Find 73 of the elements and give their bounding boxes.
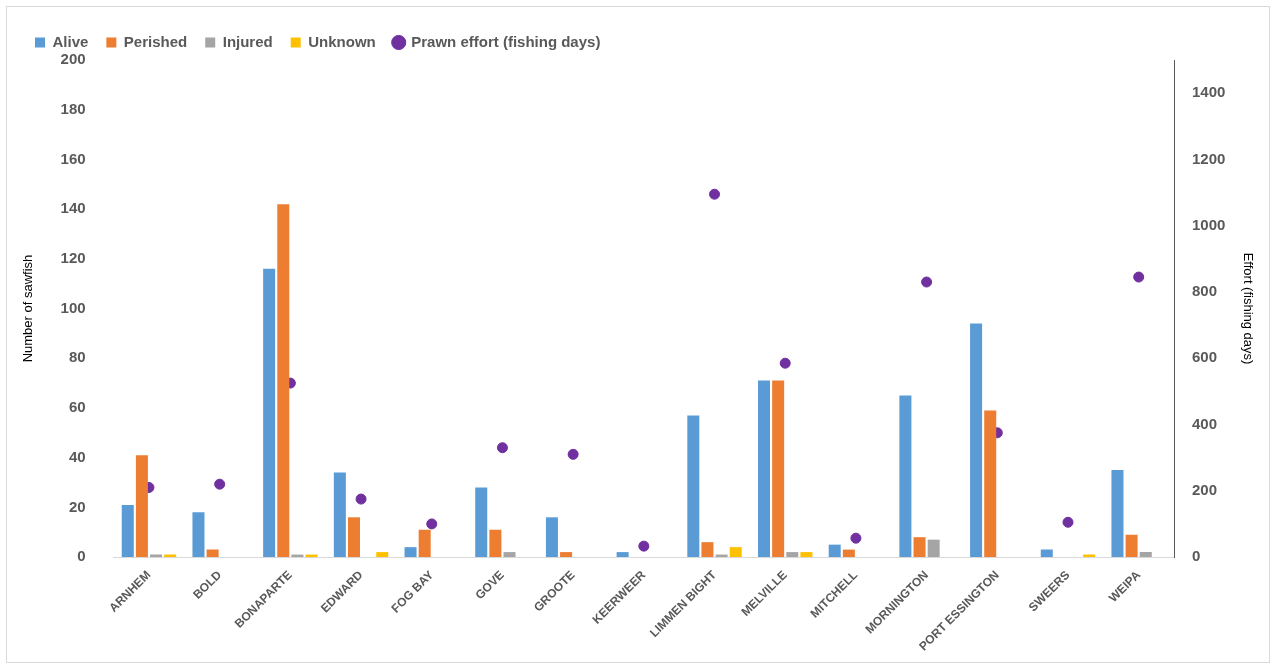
bar bbox=[489, 529, 502, 558]
bar bbox=[899, 395, 912, 558]
bar bbox=[800, 552, 813, 558]
legend-label: Unknown bbox=[308, 32, 376, 50]
bar bbox=[503, 552, 516, 558]
point bbox=[921, 276, 933, 288]
bar bbox=[135, 455, 148, 558]
y2-tick-label: 1000 bbox=[1192, 215, 1226, 233]
bar bbox=[1125, 534, 1138, 558]
legend-label: Injured bbox=[222, 32, 273, 50]
y-tick-label: 200 bbox=[60, 50, 86, 68]
point bbox=[709, 188, 721, 200]
bar bbox=[1040, 549, 1053, 558]
bar bbox=[192, 512, 205, 558]
bar bbox=[842, 549, 855, 558]
bar bbox=[277, 204, 290, 558]
bar bbox=[475, 487, 488, 558]
point bbox=[779, 357, 791, 369]
point bbox=[850, 532, 862, 544]
y2-tick-label: 1400 bbox=[1192, 83, 1226, 101]
bar bbox=[970, 323, 983, 558]
bar bbox=[729, 547, 742, 558]
y2-tick-label: 200 bbox=[1192, 480, 1218, 498]
y2-tick-label: 0 bbox=[1192, 547, 1201, 565]
bar bbox=[333, 472, 346, 558]
y-tick-label: 120 bbox=[60, 248, 86, 266]
bar bbox=[206, 549, 219, 558]
bar bbox=[913, 537, 926, 558]
y-tick-label: 60 bbox=[68, 398, 86, 416]
point bbox=[496, 442, 508, 454]
bar bbox=[616, 552, 629, 558]
bar bbox=[984, 410, 997, 558]
point bbox=[638, 540, 650, 552]
bar bbox=[418, 529, 431, 558]
legend-label: Perished bbox=[123, 32, 188, 50]
bar bbox=[121, 504, 134, 558]
bar bbox=[347, 517, 360, 558]
bar bbox=[404, 547, 417, 558]
bar bbox=[927, 539, 940, 558]
bar bbox=[376, 552, 389, 558]
point bbox=[355, 493, 367, 505]
bar bbox=[560, 552, 573, 558]
bar bbox=[701, 542, 714, 558]
y-tick-label: 100 bbox=[60, 298, 86, 316]
bar bbox=[687, 415, 700, 558]
y-tick-label: 160 bbox=[60, 149, 86, 167]
y-tick-label: 20 bbox=[68, 497, 86, 515]
bar bbox=[786, 552, 799, 558]
y2-tick-label: 1200 bbox=[1192, 149, 1226, 167]
y2-axis-title: Effort (fishing days) bbox=[1240, 252, 1256, 365]
y-tick-label: 180 bbox=[60, 99, 86, 117]
y2-tick-label: 600 bbox=[1192, 348, 1218, 366]
legend-label: Alive bbox=[52, 32, 89, 50]
y-tick-label: 80 bbox=[68, 348, 86, 366]
legend-label: Prawn effort (fishing days) bbox=[411, 32, 601, 50]
bar bbox=[758, 380, 771, 558]
bar bbox=[1139, 552, 1152, 558]
point bbox=[1133, 271, 1145, 283]
point bbox=[426, 518, 438, 530]
bar bbox=[772, 380, 785, 558]
bar bbox=[263, 268, 276, 558]
y-tick-label: 40 bbox=[68, 447, 86, 465]
y-axis-title: Number of sawfish bbox=[20, 254, 36, 363]
bar bbox=[1111, 470, 1124, 558]
point bbox=[567, 448, 579, 460]
point bbox=[214, 478, 226, 490]
bar bbox=[545, 517, 558, 558]
y-tick-label: 0 bbox=[77, 547, 86, 565]
y-tick-label: 140 bbox=[60, 199, 86, 217]
point bbox=[1062, 516, 1074, 528]
y2-tick-label: 800 bbox=[1192, 282, 1218, 300]
y2-tick-label: 400 bbox=[1192, 414, 1218, 432]
bar bbox=[828, 544, 841, 558]
